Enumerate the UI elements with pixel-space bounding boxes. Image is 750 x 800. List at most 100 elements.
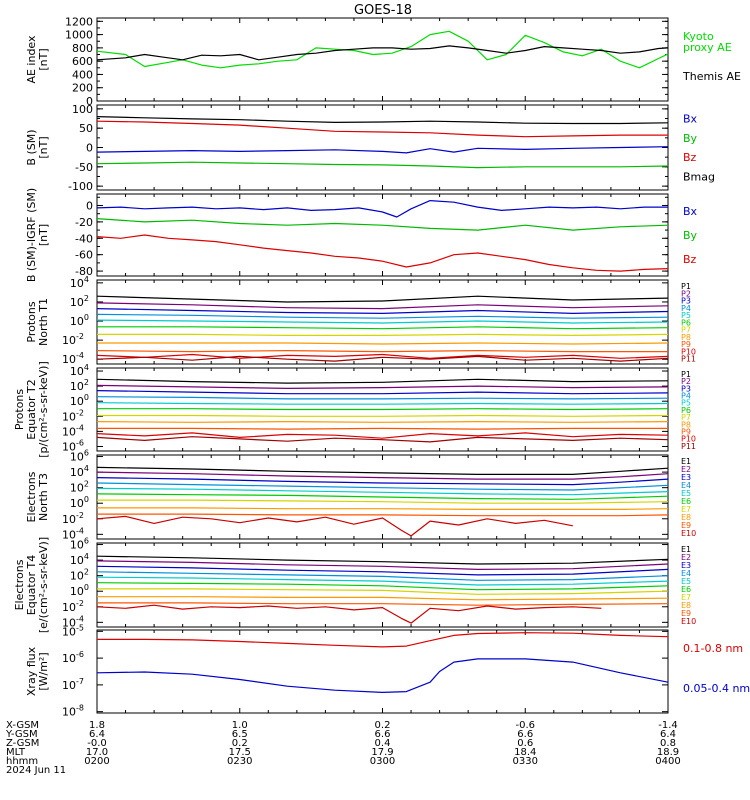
y-tick-label: 10-2 — [62, 511, 84, 526]
series-themis-ae — [96, 45, 669, 61]
y-axis-label: Protons — [25, 301, 38, 342]
y-tick-label: 104 — [70, 363, 89, 378]
side-label: Bz — [683, 253, 697, 266]
y-tick-label: 10-2 — [62, 332, 84, 347]
series-e1 — [96, 466, 669, 475]
y-axis-label: AE index — [25, 35, 38, 84]
y-tick-label: 100 — [72, 103, 93, 116]
y-axis-label: [W/m²] — [37, 652, 50, 690]
series-e10 — [96, 515, 573, 537]
side-label: 0.1-0.8 nm — [683, 642, 743, 655]
y-tick-label: -80 — [75, 265, 93, 278]
series-p10 — [96, 432, 669, 439]
side-label: Bx — [683, 205, 698, 218]
channel-label: P8 — [681, 333, 691, 342]
series-kyoto-proxy-ae — [96, 30, 669, 69]
y-axis-label: B (SM)-IGRF (SM) — [25, 188, 38, 282]
side-label: Bmag — [683, 170, 715, 183]
ephemeris-value: 0.2 — [375, 720, 391, 731]
series-p11 — [96, 436, 669, 443]
y-tick-label: 102 — [70, 378, 89, 393]
channel-label: P10 — [681, 347, 696, 356]
series-bz — [96, 120, 668, 138]
y-tick-label: 10-8 — [62, 704, 84, 719]
panel-frame — [96, 193, 669, 277]
ephemeris-value: -1.4 — [658, 720, 678, 731]
y-tick-label: 10-4 — [62, 614, 84, 629]
side-label: Bz — [683, 151, 697, 164]
y-axis-label: Electrons — [25, 471, 38, 522]
ephemeris-row-label: X-GSM — [6, 720, 39, 731]
series-p9 — [97, 427, 668, 430]
ephemeris-value: -0.0 — [87, 738, 107, 749]
series-bz — [96, 234, 669, 272]
y-tick-label: 10-2 — [62, 599, 84, 614]
series-p3 — [96, 390, 669, 395]
channel-label: P2 — [681, 377, 691, 386]
channel-label: E3 — [681, 473, 691, 482]
channel-label: P7 — [681, 413, 691, 422]
panel-frame — [96, 629, 669, 714]
y-tick-label: 100 — [70, 313, 89, 328]
y-tick-label: 102 — [70, 568, 89, 583]
ephemeris-value: 6.5 — [232, 729, 248, 740]
series-0-1-0-8-nm — [97, 632, 669, 648]
ephemeris-value: -0.6 — [515, 720, 535, 731]
channel-label: E8 — [681, 513, 691, 522]
side-label: Kyoto — [683, 30, 714, 43]
series-e6 — [96, 493, 669, 500]
y-tick-label: 10-4 — [62, 351, 84, 366]
y-tick-label: 10-4 — [62, 526, 84, 541]
ephemeris-row-label: MLT — [6, 747, 26, 758]
series-p10 — [96, 353, 669, 359]
series-p6 — [97, 326, 669, 330]
channel-label: P7 — [681, 326, 691, 335]
ephemeris-value: 17.0 — [86, 747, 108, 758]
channel-label: E2 — [681, 465, 691, 474]
y-tick-label: 0 — [86, 95, 93, 108]
y-axis-label: B (SM) — [25, 129, 38, 165]
series-e5 — [96, 487, 669, 496]
ephemeris-value: 1.8 — [89, 720, 105, 731]
panel-b_igrf: -80 -60 -40 -20 0 B (SM)-IGRF (SM) [nT] Bx By Bz — [25, 188, 698, 282]
chart-title: GOES-18 — [354, 3, 412, 18]
series-p4 — [96, 313, 669, 319]
side-label: By — [683, 229, 698, 242]
y-tick-label: 10-5 — [62, 623, 84, 638]
series-by — [96, 161, 669, 169]
series-p6 — [97, 408, 669, 411]
series-p8 — [97, 342, 669, 345]
series-e10 — [96, 604, 602, 624]
channel-label: E4 — [681, 569, 691, 578]
channel-label: P2 — [681, 289, 691, 298]
series-e9 — [97, 513, 669, 517]
ephemeris-value: 6.6 — [375, 729, 391, 740]
y-axis-label: Protons — [13, 389, 26, 430]
side-label: By — [683, 132, 698, 145]
y-tick-label: 10-6 — [62, 650, 84, 665]
y-axis-label: Equator T2 — [25, 379, 38, 439]
channel-label: P9 — [681, 340, 691, 349]
channel-label: P3 — [681, 384, 691, 393]
y-tick-label: 10-7 — [62, 677, 84, 692]
channel-label: E10 — [681, 617, 696, 626]
series-e6 — [96, 582, 669, 591]
y-tick-label: 1000 — [65, 29, 93, 42]
y-tick-label: -100 — [68, 180, 93, 193]
series-e1 — [96, 555, 669, 565]
y-tick-label: 0 — [86, 142, 93, 155]
panel-xray: 10-5 10-6 10-7 10-8 Xray flux [W/m²] 0.1-0.8 n… — [25, 623, 750, 718]
channel-label: P11 — [681, 355, 696, 364]
ephemeris-value: 0.6 — [517, 738, 533, 749]
channel-label: P5 — [681, 399, 691, 408]
series-e2 — [96, 471, 669, 480]
y-axis-label: North T3 — [37, 473, 50, 521]
panel-frame — [96, 104, 669, 191]
channel-label: E4 — [681, 481, 691, 490]
y-axis-label: Electrons — [13, 559, 26, 610]
ephemeris-value: 6.6 — [517, 729, 533, 740]
